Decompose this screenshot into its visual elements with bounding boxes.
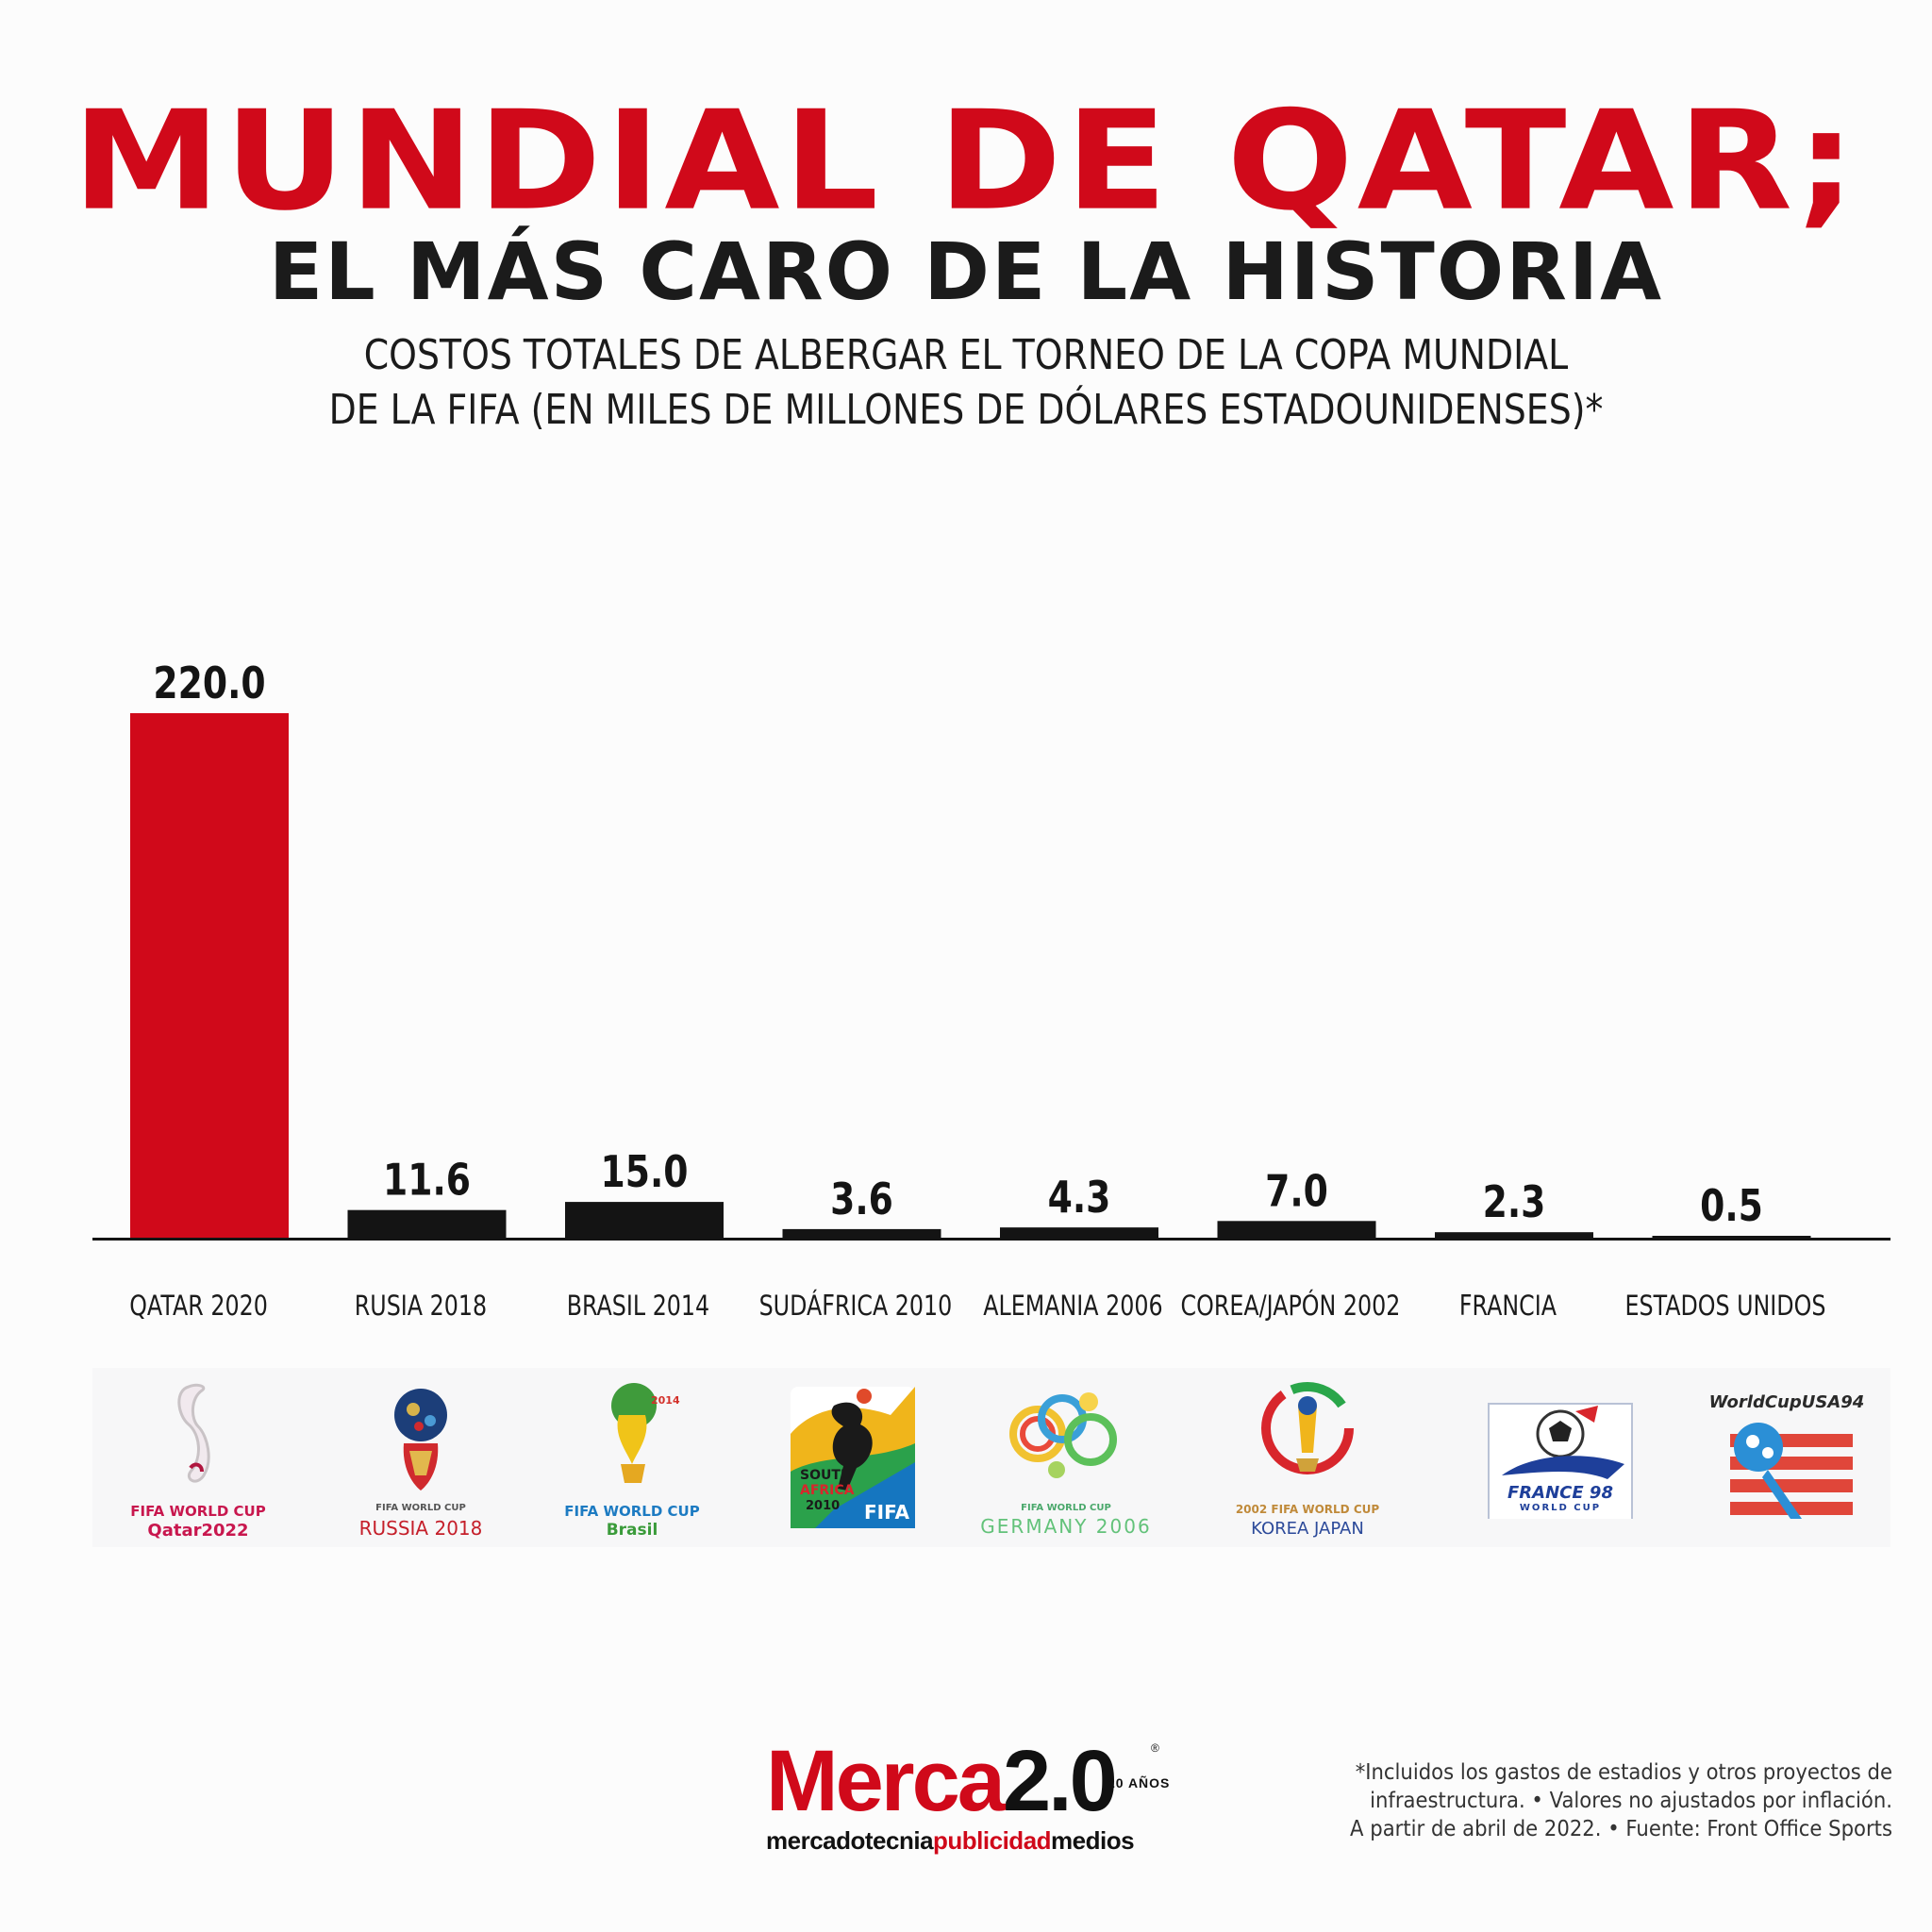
category-label-3: BRASIL 2014 — [567, 1291, 709, 1323]
page-title: MUNDIAL DE QATAR; — [72, 81, 1860, 242]
svg-text:2014: 2014 — [651, 1394, 680, 1407]
logo-caption: FIFA WORLD CUP — [130, 1503, 266, 1520]
data-label-2: 11.6 — [383, 1155, 471, 1206]
logo-caption: FIFA WORLD CUP — [1021, 1503, 1111, 1513]
logo-cell-brasil: 2014 FIFA WORLD CUP Brasil — [538, 1368, 726, 1547]
chart-description: COSTOS TOTALES DE ALBERGAR EL TORNEO DE … — [135, 328, 1796, 438]
logo-caption: 2002 FIFA WORLD CUP — [1235, 1503, 1380, 1516]
brand-name-black: 2.0 — [1002, 1733, 1118, 1829]
logo-cell-russia: FIFA WORLD CUP RUSSIA 2018 — [326, 1368, 515, 1547]
category-label-2: RUSIA 2018 — [355, 1291, 487, 1323]
bar-1 — [130, 713, 289, 1238]
svg-text:SOUTH: SOUTH — [800, 1468, 852, 1483]
footnote-line-3: A partir de abril de 2022. • Fuente: Fro… — [1350, 1817, 1892, 1841]
category-label-8: ESTADOS UNIDOS — [1624, 1291, 1825, 1323]
data-label-1: 220.0 — [153, 658, 265, 708]
brand-logo: Merca2.0 20 AÑOS ® mercadotecniapublicid… — [766, 1738, 1181, 1855]
data-label-7: 2.3 — [1483, 1177, 1546, 1228]
bar-8 — [1652, 1236, 1811, 1238]
brasil-2014-emblem-icon: 2014 — [611, 1383, 680, 1483]
svg-text:AFRICA: AFRICA — [800, 1483, 855, 1498]
logo-cell-sudafrica: SOUTH AFRICA 2010 FIFA — [758, 1368, 947, 1547]
category-label-4: SUDÁFRICA 2010 — [759, 1290, 953, 1323]
logo-caption: GERMANY 2006 — [980, 1515, 1152, 1538]
chart-description-line-1: COSTOS TOTALES DE ALBERGAR EL TORNEO DE … — [363, 331, 1569, 379]
brand-registered: ® — [1151, 1741, 1159, 1755]
footnote: *Incluidos los gastos de estadios y otro… — [1337, 1758, 1892, 1843]
logo-caption: WorldCupUSA94 — [1708, 1392, 1865, 1412]
bar-3 — [565, 1202, 724, 1238]
footnote-line-1: *Incluidos los gastos de estadios y otro… — [1355, 1760, 1892, 1785]
logo-caption: KOREA JAPAN — [1251, 1519, 1364, 1539]
svg-text:FIFA: FIFA — [864, 1501, 909, 1524]
logo-cell-qatar: FIFA WORLD CUP Qatar2022 — [104, 1368, 292, 1547]
south-africa-2010-emblem-icon: SOUTH AFRICA 2010 FIFA — [791, 1387, 915, 1528]
logo-caption: WORLD CUP — [1519, 1503, 1602, 1513]
logo-caption: RUSSIA 2018 — [358, 1517, 483, 1540]
page-subtitle: EL MÁS CARO DE LA HISTORIA — [268, 225, 1664, 318]
chart-description-line-2: DE LA FIFA (EN MILES DE MILLONES DE DÓLA… — [328, 386, 1604, 434]
bar-6 — [1217, 1221, 1376, 1238]
brand-tagline: mercadotecniapublicidadmedios — [766, 1826, 1135, 1856]
data-label-3: 15.0 — [600, 1146, 688, 1197]
russia-2018-emblem-icon — [394, 1389, 447, 1491]
korea-japan-2002-emblem-icon — [1261, 1382, 1354, 1474]
data-label-6: 7.0 — [1265, 1166, 1328, 1217]
logo-caption: Qatar2022 — [147, 1521, 249, 1541]
brand-wordmark: Merca2.0 — [766, 1738, 1118, 1824]
svg-text:2010: 2010 — [806, 1499, 840, 1513]
logo-cell-estados-unidos: WorldCupUSA94 — [1692, 1368, 1881, 1547]
brand-tag-3: medios — [1051, 1826, 1135, 1855]
logo-cell-corea-japon: 2002 FIFA WORLD CUP KOREA JAPAN — [1213, 1368, 1402, 1547]
category-label-5: ALEMANIA 2006 — [983, 1291, 1162, 1323]
brand-tag-1: mercadotecnia — [766, 1826, 934, 1855]
brand-name-red: Merca — [766, 1733, 1006, 1829]
logo-caption: FIFA WORLD CUP — [564, 1503, 700, 1520]
data-label-8: 0.5 — [1700, 1180, 1763, 1231]
logo-caption: FRANCE 98 — [1507, 1483, 1613, 1503]
bar-7 — [1435, 1232, 1593, 1238]
brand-badge: 20 AÑOS — [1108, 1775, 1171, 1790]
france-98-emblem-icon — [1488, 1403, 1633, 1519]
germany-2006-emblem-icon — [1009, 1392, 1117, 1478]
logo-caption: Brasil — [606, 1521, 658, 1540]
category-label-7: FRANCIA — [1459, 1291, 1557, 1323]
qatar-2022-emblem-icon — [177, 1383, 210, 1483]
logo-cell-francia: FRANCE 98 WORLD CUP — [1466, 1368, 1655, 1547]
category-label-1: QATAR 2020 — [129, 1291, 268, 1323]
usa-94-emblem-icon — [1730, 1423, 1853, 1519]
data-label-4: 3.6 — [830, 1174, 893, 1224]
logo-cell-alemania: FIFA WORLD CUP GERMANY 2006 — [972, 1368, 1160, 1547]
footnote-line-2: infraestructura. • Valores no ajustados … — [1370, 1789, 1892, 1813]
brand-tag-2: publicidad — [933, 1826, 1052, 1855]
bar-2 — [347, 1209, 507, 1238]
logo-caption: FIFA WORLD CUP — [375, 1503, 466, 1513]
tournament-logo-strip: FIFA WORLD CUP Qatar2022 FIFA WORLD CUP … — [92, 1368, 1890, 1547]
bar-5 — [1000, 1227, 1158, 1238]
bar-chart: 220.0 QATAR 2020 11.6 RUSIA 2018 15.0 BRASIL … — [92, 658, 1890, 1323]
data-label-5: 4.3 — [1048, 1172, 1111, 1223]
category-label-6: COREA/JAPÓN 2002 — [1181, 1290, 1401, 1323]
bar-4 — [782, 1228, 941, 1238]
